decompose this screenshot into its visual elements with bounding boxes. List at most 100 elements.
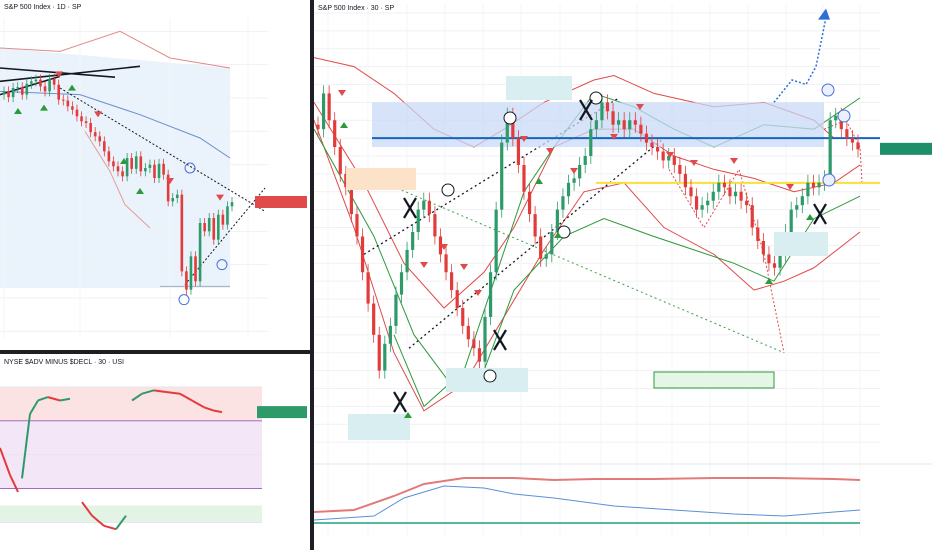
candle: [366, 272, 370, 304]
candle: [800, 196, 804, 206]
candle: [516, 138, 521, 165]
x-mark: [493, 329, 507, 351]
sell-marker: [520, 136, 528, 142]
candle: [527, 191, 532, 215]
candle: [839, 115, 843, 130]
green-band-lower: [314, 128, 861, 390]
candle: [411, 232, 415, 250]
daily-chart-pane[interactable]: S&P 500 Index · 1D · SP: [0, 0, 310, 350]
wave-marker: [184, 162, 196, 174]
intraday-chart[interactable]: S&P 500 Index · 30 · SP: [314, 0, 932, 550]
sell-marker: [460, 264, 468, 270]
wave-marker: [589, 91, 603, 105]
candle: [605, 102, 610, 112]
breadth-line-segment: [165, 391, 181, 395]
candle: [477, 348, 482, 362]
candle: [383, 343, 387, 371]
breadth-line-segment: [37, 396, 49, 402]
breadth-line-segment: [203, 406, 215, 412]
upper-band: [0, 30, 231, 69]
candle: [153, 164, 156, 178]
candle: [394, 294, 398, 326]
candle: [2, 91, 6, 95]
candle: [850, 138, 855, 143]
sell-marker: [610, 134, 618, 140]
candle: [221, 214, 225, 225]
candle: [226, 206, 229, 225]
candle: [450, 272, 454, 291]
candle: [589, 129, 593, 156]
breadth-line-segment: [131, 392, 143, 402]
candle: [198, 223, 202, 282]
buy-marker: [535, 178, 543, 184]
candle: [633, 120, 637, 125]
candle: [539, 236, 543, 259]
candle: [203, 223, 206, 232]
candle: [125, 158, 129, 177]
candle: [566, 182, 571, 197]
candle: [522, 164, 526, 192]
buy-marker: [136, 188, 144, 194]
candle: [845, 129, 849, 139]
breadth-chart-title: NYSE $ADV MINUS $DECL · 30 · USI: [4, 359, 124, 366]
candle: [98, 136, 102, 142]
breadth-line-segment: [179, 392, 193, 402]
overbought-zone: [0, 386, 262, 421]
intraday-chart-pane[interactable]: S&P 500 Index · 30 · SP: [314, 0, 932, 550]
breadth-line-segment: [115, 515, 127, 530]
wave-marker: [216, 259, 228, 271]
tariffs-pause-box: [774, 232, 828, 256]
oversold-zone: [0, 505, 262, 523]
post-weekend-box: [348, 414, 410, 440]
candle: [772, 263, 777, 268]
candle: [416, 209, 420, 232]
candle: [377, 334, 381, 371]
candle: [694, 196, 699, 210]
candle: [628, 120, 632, 130]
last-price-tag: [255, 196, 307, 208]
candle: [739, 191, 743, 201]
breadth-line-segment: [0, 447, 11, 476]
sell-marker: [730, 158, 738, 164]
candle: [355, 214, 359, 237]
breadth-line-segment: [59, 397, 71, 402]
trendline: [0, 65, 141, 83]
pane-divider-vertical[interactable]: [310, 0, 314, 550]
candle: [89, 123, 92, 133]
whitehouse-tariff-box: [346, 168, 416, 190]
candle: [661, 151, 665, 161]
daily-chart[interactable]: S&P 500 Index · 1D · SP: [0, 0, 310, 350]
candle: [75, 109, 79, 117]
candle: [66, 100, 70, 107]
oscillator-line-red: [314, 477, 861, 513]
candle: [349, 187, 354, 215]
candle: [34, 79, 38, 82]
candle: [461, 308, 465, 326]
candle: [533, 214, 537, 237]
breadth-line-segment: [191, 399, 205, 409]
candle: [678, 164, 682, 174]
candle: [372, 303, 376, 335]
candle: [806, 182, 810, 197]
breadth-line-segment: [47, 396, 61, 402]
candle: [756, 227, 760, 241]
breadth-chart-pane[interactable]: NYSE $ADV MINUS $DECL · 30 · USI: [0, 354, 310, 550]
candle: [717, 182, 721, 192]
candle: [360, 236, 365, 273]
candle: [144, 168, 147, 172]
candle: [207, 218, 211, 232]
sell-marker: [55, 71, 63, 78]
candle: [455, 290, 459, 308]
barrier-zone: [372, 102, 824, 148]
lower-band: [314, 120, 861, 412]
candle: [817, 182, 821, 188]
sell-marker: [474, 290, 482, 296]
candle: [171, 198, 175, 202]
sell-marker: [216, 194, 224, 201]
candle: [583, 156, 587, 165]
candle: [433, 214, 437, 237]
breadth-chart[interactable]: NYSE $ADV MINUS $DECL · 30 · USI: [0, 354, 310, 550]
candle: [112, 161, 115, 167]
pane-divider-horizontal[interactable]: [0, 350, 310, 354]
sell-marker: [786, 184, 794, 190]
